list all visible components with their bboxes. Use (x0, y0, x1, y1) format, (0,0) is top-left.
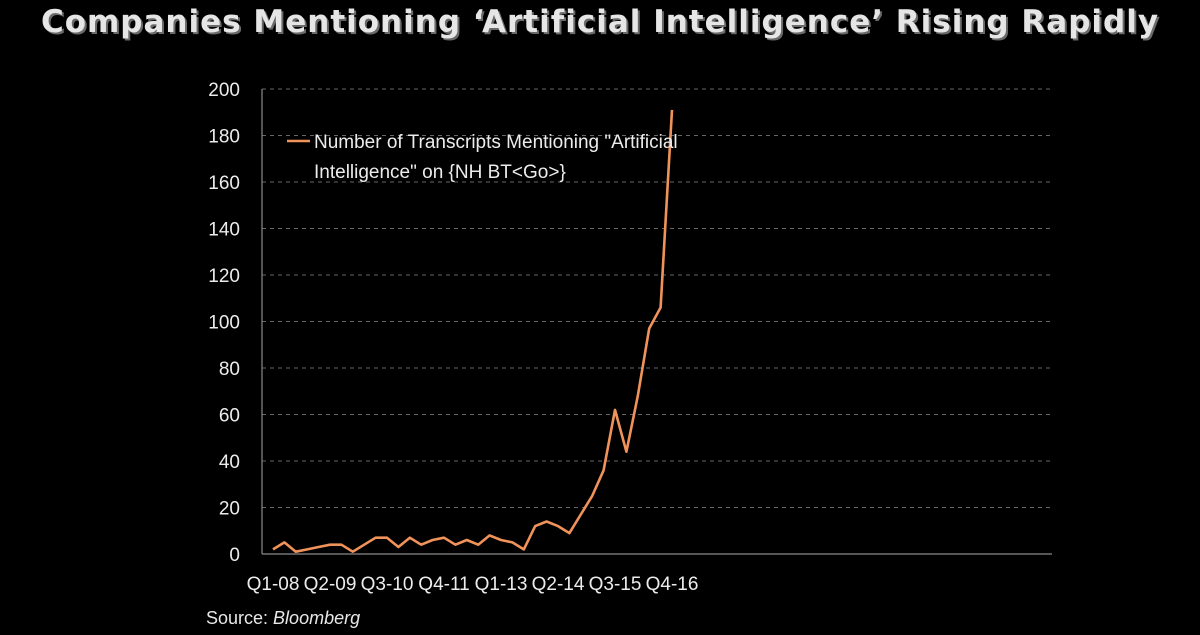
y-tick-label: 40 (219, 452, 240, 473)
x-tick-label: Q1-13 (475, 574, 528, 595)
x-tick-label: Q2-09 (304, 574, 357, 595)
chart-title: Companies Mentioning ‘Artificial Intelli… (40, 4, 1160, 40)
gridlines (261, 88, 1052, 555)
source-name: Bloomberg (273, 608, 361, 628)
y-tick-label: 180 (208, 127, 240, 148)
x-tick-label: Q3-15 (589, 574, 642, 595)
x-tick-label: Q2-14 (532, 574, 585, 595)
x-tick-label: Q4-16 (646, 574, 699, 595)
y-tick-label: 0 (229, 545, 240, 566)
y-tick-label: 100 (208, 313, 240, 334)
y-tick-label: 80 (219, 359, 240, 380)
y-tick-label: 140 (208, 220, 240, 241)
y-tick-label: 20 (219, 499, 240, 520)
y-axis: 0 20 40 60 80 100 120 140 160 180 200 (208, 80, 240, 566)
x-tick-label: Q4-11 (418, 574, 469, 595)
x-tick-label: Q1-08 (247, 574, 300, 595)
y-tick-label: 160 (208, 173, 240, 194)
legend: Number of Transcripts Mentioning "Artifi… (287, 132, 678, 183)
y-tick-label: 120 (208, 266, 240, 287)
legend-label-line-1: Number of Transcripts Mentioning "Artifi… (314, 132, 678, 153)
y-tick-label: 60 (219, 406, 240, 427)
source-note: Source: Bloomberg (206, 608, 360, 629)
x-tick-label: Q3-10 (361, 574, 414, 595)
x-axis: Q1-08 Q2-09 Q3-10 Q4-11 Q1-13 Q2-14 Q3-15 Q4-16 (247, 574, 699, 595)
y-tick-label: 200 (208, 80, 240, 101)
source-prefix: Source: (206, 608, 274, 628)
legend-label-line-2: Intelligence" on {NH BT<Go>} (314, 162, 566, 183)
series-line (272, 109, 674, 554)
